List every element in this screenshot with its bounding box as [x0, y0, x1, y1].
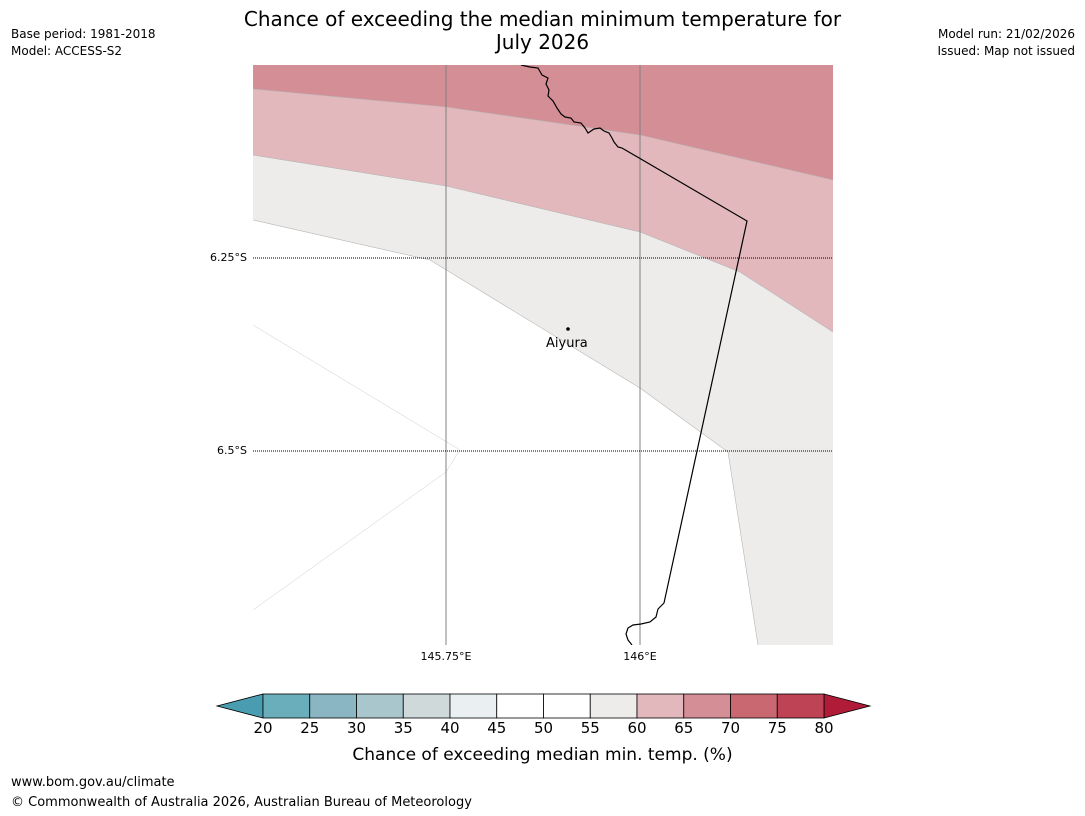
colorbar-bin: [683, 693, 731, 719]
colorbar-tick-label: 70: [720, 719, 741, 737]
lat-label-6-25: 6.25°S: [210, 251, 247, 264]
lon-label-146: 146°E: [623, 650, 657, 663]
footer-copyright: © Commonwealth of Australia 2026, Austra…: [11, 795, 472, 810]
title-line-2: July 2026: [495, 30, 590, 54]
colorbar-bin: [636, 693, 685, 719]
lon-label-145-75: 145.75°E: [420, 650, 472, 663]
model-run-text: Model run: 21/02/2026: [937, 27, 1075, 41]
probability-zones: [253, 65, 833, 645]
colorbar-tick-label: 75: [767, 719, 787, 737]
colorbar-bin: [262, 693, 311, 719]
colorbar-over-arrow: [823, 693, 872, 719]
footer-url[interactable]: www.bom.gov.au/climate: [11, 775, 175, 790]
title-line-1: Chance of exceeding the median minimum t…: [243, 7, 842, 31]
colorbar-bin: [543, 693, 591, 719]
zone-65-70: [253, 65, 833, 180]
colorbar-bin: [730, 693, 778, 719]
colorbar-bin: [309, 693, 357, 719]
colorbar-tick-label: 60: [627, 719, 647, 737]
colorbar-bin: [776, 693, 825, 719]
colorbar-tick-label: 35: [393, 719, 413, 737]
metadata-left: Base period: 1981-2018 Model: ACCESS-S2: [11, 26, 156, 60]
colorbar-title: Chance of exceeding median min. temp. (%…: [352, 745, 733, 765]
contour-45: [253, 324, 461, 611]
aiyura-label: Aiyura: [546, 336, 588, 351]
colorbar-bin: [449, 693, 498, 719]
colorbar: [215, 693, 872, 719]
colorbar-tick-label: 25: [300, 719, 320, 737]
aiyura-marker: [566, 327, 570, 331]
province-boundary: [520, 65, 748, 645]
colorbar-tick-label: 40: [440, 719, 460, 737]
contour-65: [253, 88, 833, 181]
colorbar-tick-label: 30: [346, 719, 367, 737]
colorbar-tick-label: 55: [580, 719, 600, 737]
graticule: [253, 65, 833, 645]
metadata-right: Model run: 21/02/2026 Issued: Map not is…: [937, 26, 1075, 60]
colorbar-bin: [402, 693, 451, 719]
colorbar-bin: [356, 693, 404, 719]
colorbar-tick-label: 45: [487, 719, 507, 737]
colorbar-bin: [589, 693, 638, 719]
map-title: Chance of exceeding the median minimum t…: [0, 8, 1085, 54]
colorbar-bin: [496, 693, 544, 719]
lat-label-6-5: 6.5°S: [217, 444, 247, 457]
colorbar-tick-label: 65: [674, 719, 694, 737]
colorbar-tick-label: 80: [814, 719, 834, 737]
base-period-text: Base period: 1981-2018: [11, 27, 156, 41]
model-text: Model: ACCESS-S2: [11, 44, 123, 58]
colorbar-under-arrow: [215, 693, 264, 719]
issued-text: Issued: Map not issued: [937, 44, 1075, 58]
colorbar-tick-label: 20: [253, 719, 273, 737]
colorbar-tick-label: 50: [533, 719, 554, 737]
